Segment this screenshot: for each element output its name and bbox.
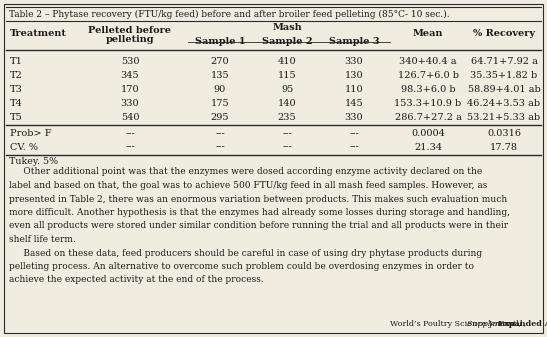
Text: 345: 345 (121, 70, 139, 80)
Text: 295: 295 (211, 113, 229, 122)
Text: 110: 110 (345, 85, 363, 93)
Text: label and based on that, the goal was to achieve 500 FTU/kg feed in all mash fee: label and based on that, the goal was to… (9, 181, 487, 190)
Text: shelf life term.: shelf life term. (9, 235, 76, 244)
Text: Prob> F: Prob> F (10, 129, 51, 139)
Text: T5: T5 (10, 113, 23, 122)
Text: Other additional point was that the enzymes were dosed according enzyme activity: Other additional point was that the enzy… (9, 167, 482, 177)
Text: ---: --- (349, 129, 359, 139)
Text: Sample 3: Sample 3 (329, 36, 379, 45)
Text: 46.24+3.53 ab: 46.24+3.53 ab (468, 98, 540, 108)
Text: ---: --- (125, 129, 135, 139)
Text: 98.3+6.0 b: 98.3+6.0 b (401, 85, 455, 93)
Text: 58.89+4.01 ab: 58.89+4.01 ab (468, 85, 540, 93)
Text: Sample 2: Sample 2 (261, 36, 312, 45)
Text: 130: 130 (345, 70, 363, 80)
Text: 530: 530 (121, 57, 139, 65)
Text: 64.71+7.92 a: 64.71+7.92 a (470, 57, 538, 65)
Text: 330: 330 (345, 113, 363, 122)
Text: World’s Poultry Science Journal,: World’s Poultry Science Journal, (390, 320, 523, 328)
Text: ---: --- (349, 143, 359, 152)
Text: T2: T2 (10, 70, 23, 80)
Text: 135: 135 (211, 70, 229, 80)
Text: presented in Table 2, there was an enormous variation between products. This mak: presented in Table 2, there was an enorm… (9, 194, 507, 204)
Text: 330: 330 (345, 57, 363, 65)
Text: Expanded Abstract, 307: Expanded Abstract, 307 (498, 320, 547, 328)
Text: Tukey. 5%: Tukey. 5% (9, 156, 58, 165)
Text: 145: 145 (345, 98, 363, 108)
Text: Mean: Mean (413, 29, 443, 38)
Text: Mash: Mash (272, 24, 302, 32)
Text: 286.7+27.2 a: 286.7+27.2 a (394, 113, 462, 122)
Text: 95: 95 (281, 85, 293, 93)
Text: ---: --- (215, 143, 225, 152)
Text: 340+40.4 a: 340+40.4 a (399, 57, 457, 65)
Text: 235: 235 (278, 113, 296, 122)
Text: 115: 115 (278, 70, 296, 80)
Text: achieve the expected activity at the end of the process.: achieve the expected activity at the end… (9, 276, 264, 284)
Text: ---: --- (282, 129, 292, 139)
Text: 330: 330 (121, 98, 139, 108)
Text: 53.21+5.33 ab: 53.21+5.33 ab (468, 113, 540, 122)
Text: 153.3+10.9 b: 153.3+10.9 b (394, 98, 462, 108)
Text: 90: 90 (214, 85, 226, 93)
Text: T3: T3 (10, 85, 23, 93)
Text: 140: 140 (278, 98, 296, 108)
Text: 0.0004: 0.0004 (411, 129, 445, 139)
Text: 0.0316: 0.0316 (487, 129, 521, 139)
Text: Pelleted before: Pelleted before (89, 26, 172, 35)
Text: more difficult. Another hypothesis is that the enzymes had already some losses d: more difficult. Another hypothesis is th… (9, 208, 510, 217)
Text: ---: --- (125, 143, 135, 152)
Text: Table 2 – Phytase recovery (FTU/kg feed) before and after broiler feed pelleting: Table 2 – Phytase recovery (FTU/kg feed)… (9, 9, 450, 19)
Text: 175: 175 (211, 98, 229, 108)
Text: Treatment: Treatment (9, 29, 66, 38)
Text: T1: T1 (10, 57, 23, 65)
Text: 17.78: 17.78 (490, 143, 518, 152)
Text: 540: 540 (121, 113, 139, 122)
Text: % Recovery: % Recovery (473, 29, 535, 38)
Text: 410: 410 (278, 57, 296, 65)
Text: 126.7+6.0 b: 126.7+6.0 b (398, 70, 458, 80)
Text: 35.35+1.82 b: 35.35+1.82 b (470, 70, 538, 80)
Text: T4: T4 (10, 98, 23, 108)
Text: Based on these data, feed producers should be careful in case of using dry phyta: Based on these data, feed producers shou… (9, 248, 482, 257)
Text: ---: --- (215, 129, 225, 139)
Text: CV. %: CV. % (10, 143, 38, 152)
Text: Sample 1: Sample 1 (195, 36, 245, 45)
Text: ---: --- (282, 143, 292, 152)
Text: 170: 170 (121, 85, 139, 93)
Text: 21.34: 21.34 (414, 143, 442, 152)
Text: even all products were stored under similar condition before running the trial a: even all products were stored under simi… (9, 221, 508, 231)
Text: Supplement 1,: Supplement 1, (467, 320, 528, 328)
Text: 270: 270 (211, 57, 229, 65)
Text: pelleting process. An alternative to overcome such problem could be overdosing e: pelleting process. An alternative to ove… (9, 262, 474, 271)
Text: pelleting: pelleting (106, 35, 154, 44)
